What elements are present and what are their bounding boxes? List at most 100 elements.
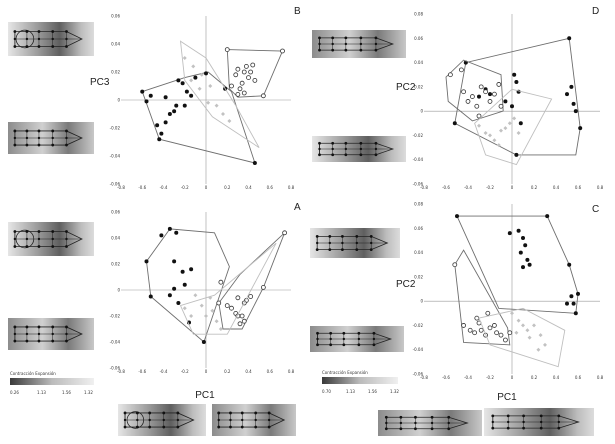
landmark-dot xyxy=(374,153,378,157)
landmark-dot xyxy=(331,48,335,52)
landmark-dot xyxy=(399,415,403,419)
data-point xyxy=(167,293,172,298)
landmark-dot xyxy=(369,248,373,252)
data-point xyxy=(280,48,285,54)
data-point xyxy=(521,323,525,328)
landmark-dot xyxy=(318,36,321,40)
landmark-dot xyxy=(65,45,68,48)
landmark-dot xyxy=(540,420,543,424)
landmark-dot xyxy=(557,426,561,430)
series-gray xyxy=(478,307,566,368)
data-point xyxy=(571,301,576,306)
data-point xyxy=(144,259,149,264)
landmark-dot xyxy=(135,425,139,429)
data-point xyxy=(569,294,574,299)
data-point xyxy=(452,121,457,126)
x-tick-label: 0.2 xyxy=(531,185,538,190)
landmark-dot xyxy=(65,30,68,33)
landmark-dot xyxy=(176,411,180,415)
landmark-dot xyxy=(25,45,29,48)
data-point xyxy=(565,92,569,97)
landmark-dot xyxy=(318,153,321,157)
data-point xyxy=(472,330,478,336)
landmark-dot xyxy=(359,42,363,46)
data-point xyxy=(576,291,580,296)
data-point xyxy=(235,66,241,72)
convex-hull xyxy=(218,232,286,330)
landmark-dot xyxy=(315,235,319,238)
data-point xyxy=(569,84,574,89)
data-point xyxy=(208,295,213,300)
x-tick-label: 0 xyxy=(511,375,514,380)
y-tick-label: 0 xyxy=(420,299,423,304)
data-point xyxy=(488,92,492,97)
landmark-dot xyxy=(65,37,68,41)
data-point xyxy=(527,262,532,267)
landmark-dot xyxy=(65,332,68,336)
landmark-dot xyxy=(51,143,55,147)
data-point xyxy=(458,67,464,73)
landmark-dot xyxy=(399,421,403,425)
landmark-dot xyxy=(217,425,221,429)
landmark-dot xyxy=(162,411,166,415)
landmark-dot xyxy=(331,147,334,151)
landmark-dot xyxy=(51,37,54,41)
landmark-dot xyxy=(316,241,319,245)
data-point xyxy=(487,325,493,331)
landmark-dot xyxy=(148,418,151,422)
landmark-dot xyxy=(51,332,54,336)
x-tick-label: 0.8 xyxy=(597,375,604,380)
data-point xyxy=(248,294,254,299)
data-point xyxy=(189,314,194,318)
landmark-dot xyxy=(522,420,525,424)
data-point xyxy=(474,103,480,109)
landmark-dot xyxy=(37,143,41,147)
data-point xyxy=(469,94,475,99)
y-tick-label: 0.02 xyxy=(111,262,120,267)
legend-right-bar xyxy=(322,377,398,384)
data-point xyxy=(204,71,208,76)
landmark-dot xyxy=(13,339,17,343)
landmark-dot xyxy=(25,237,29,241)
data-point xyxy=(193,75,198,80)
data-point xyxy=(483,131,488,135)
landmark-dot xyxy=(372,343,376,347)
convex-hull xyxy=(179,40,260,148)
y-tick-label: -0.04 xyxy=(413,347,424,352)
landmark-dot xyxy=(385,421,388,425)
landmark-dot xyxy=(344,147,348,151)
deformation-grid-thumbnail xyxy=(484,408,594,436)
landmark-dot xyxy=(37,230,41,233)
deformation-grid-thumbnail xyxy=(212,404,296,436)
y-tick-label: 0.04 xyxy=(111,236,120,241)
landmark-dot xyxy=(37,325,41,329)
landmark-dot xyxy=(341,235,344,238)
landmark-dot xyxy=(229,418,232,422)
y-tick-label: 0.06 xyxy=(414,226,423,231)
landmark-dot xyxy=(316,343,319,347)
landmark-dot xyxy=(447,427,451,431)
data-point xyxy=(239,80,245,86)
landmark-dot xyxy=(37,45,41,48)
y-tick-label: -0.06 xyxy=(110,366,121,371)
landmark-dot xyxy=(384,427,388,431)
data-point xyxy=(157,137,162,142)
landmark-dot xyxy=(135,411,139,415)
landmark-dot xyxy=(315,248,319,252)
y-tick-label: -0.04 xyxy=(110,154,121,159)
data-point xyxy=(241,69,247,75)
data-point xyxy=(510,104,514,109)
landmark-dot xyxy=(65,230,68,233)
landmark-dot xyxy=(65,339,68,343)
panel-a: -0.8 -0.6 -0.4 -0.2 0 0.2 0.4 0.6 0.8 0.06 0.04 0.0… xyxy=(110,202,301,401)
legend-left: Contracción Expansión 0.26 1.13 1.56 1.3… xyxy=(10,371,94,395)
data-point xyxy=(227,119,232,123)
landmark-dot xyxy=(37,30,41,33)
data-point xyxy=(536,347,541,352)
data-point xyxy=(167,112,172,116)
x-tick-label: -0.4 xyxy=(464,375,472,380)
landmark-dot xyxy=(13,129,17,133)
y-tick-label: 0 xyxy=(117,98,120,103)
landmark-dot xyxy=(507,420,510,424)
data-point xyxy=(573,311,578,316)
